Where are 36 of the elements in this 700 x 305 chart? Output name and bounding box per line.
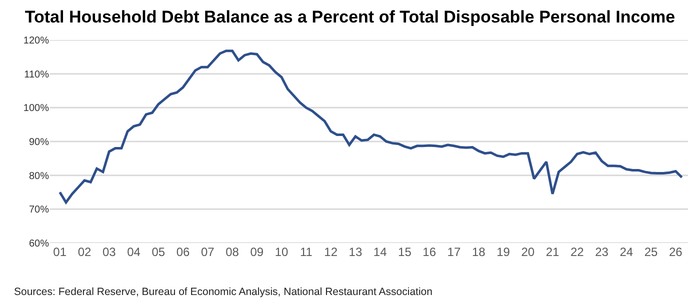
x-tick-label: 06 xyxy=(176,245,190,259)
x-tick-label: 03 xyxy=(102,245,116,259)
x-tick-label: 22 xyxy=(570,245,584,259)
x-tick-label: 07 xyxy=(200,245,215,259)
x-tick-label: 08 xyxy=(226,245,240,259)
x-tick-label: 13 xyxy=(348,245,362,259)
x-tick-label: 14 xyxy=(373,245,388,259)
y-tick-label: 80% xyxy=(28,170,50,182)
y-tick-label: 110% xyxy=(24,69,50,80)
x-tick-label: 24 xyxy=(620,245,634,259)
x-tick-label: 01 xyxy=(53,245,67,259)
x-tick-label: 02 xyxy=(78,245,92,259)
x-tick-label: 11 xyxy=(300,245,313,259)
x-tick-label: 15 xyxy=(398,245,412,259)
x-tick-label: 23 xyxy=(595,245,609,259)
x-tick-label: 26 xyxy=(669,245,683,259)
x-tick-label: 25 xyxy=(644,245,658,259)
source-note: Sources: Federal Reserve, Bureau of Economic Analysis, National Restaurant Association xyxy=(14,286,433,298)
x-tick-label: 05 xyxy=(152,245,166,259)
line-series xyxy=(58,50,684,204)
x-tick-label: 12 xyxy=(324,245,338,259)
x-tick-label: 04 xyxy=(127,245,141,259)
x-tick-label: 18 xyxy=(472,245,486,259)
x-tick-label: 16 xyxy=(422,245,436,259)
x-tick-label: 10 xyxy=(274,245,289,259)
y-tick-label: 60% xyxy=(28,238,50,250)
x-tick-label: 09 xyxy=(250,245,264,259)
y-tick-label: 90% xyxy=(28,137,50,148)
x-tick-label: 17 xyxy=(447,245,461,259)
y-tick-label: 100% xyxy=(23,103,50,114)
y-tick-label: 70% xyxy=(28,204,50,216)
x-tick-label: 20 xyxy=(521,245,535,259)
y-tick-label: 120% xyxy=(23,36,50,46)
x-tick-label: 19 xyxy=(496,245,510,259)
chart-title: Total Household Debt Balance as a Percent of Total Disposable Personal Income xyxy=(24,8,676,27)
x-tick-label: 21 xyxy=(546,245,560,259)
